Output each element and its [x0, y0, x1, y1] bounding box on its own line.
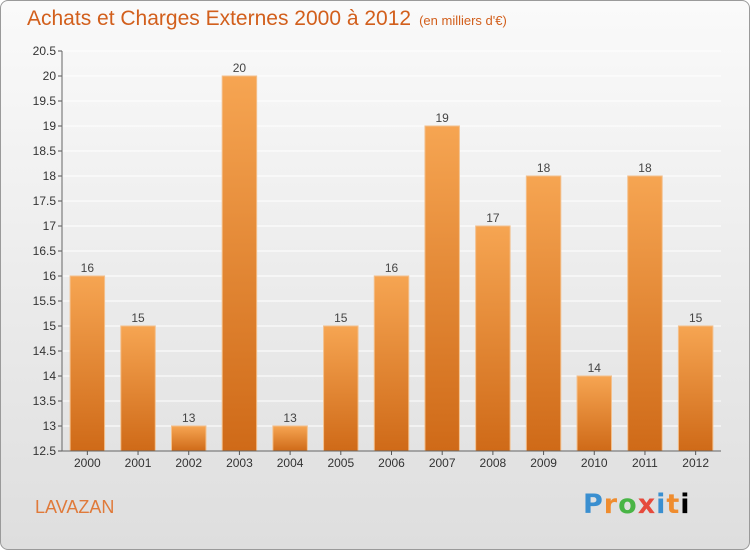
bar-value-label: 16 — [385, 261, 399, 275]
bar-value-label: 13 — [182, 411, 196, 425]
bar-value-label: 15 — [689, 311, 703, 325]
x-tick-label: 2011 — [632, 456, 658, 470]
y-tick-label: 13.5 — [33, 394, 57, 408]
logo-letter: i — [680, 489, 691, 520]
y-tick-label: 17 — [43, 219, 57, 233]
axes: 12.5 13 13.5 14 14.5 15 15.5 16 16.5 17 17.5 18 18.5… — [33, 44, 721, 470]
bar-2003[interactable] — [221, 75, 258, 452]
x-tick-label: 2007 — [429, 456, 456, 470]
y-tick-label: 16 — [43, 269, 57, 283]
bar-value-label: 17 — [486, 211, 500, 225]
y-tick-label: 16.5 — [33, 244, 57, 258]
chart-title: Achats et Charges Externes 2000 à 2012 (e… — [27, 7, 507, 31]
bar-value-label: 18 — [638, 161, 652, 175]
y-tick-label: 19.5 — [33, 94, 57, 108]
y-tick-label: 20.5 — [33, 44, 57, 58]
bar-2000[interactable] — [69, 275, 106, 452]
bar-value-label: 19 — [436, 111, 450, 125]
y-tick-label: 12.5 — [33, 444, 57, 458]
bar-value-label: 20 — [233, 61, 247, 75]
logo-letter: P — [583, 489, 604, 520]
y-tick-label: 20 — [43, 69, 57, 83]
x-tick-label: 2010 — [581, 456, 608, 470]
y-tick-label: 17.5 — [33, 194, 57, 208]
y-tick-label: 18 — [43, 169, 57, 183]
logo-letter: i — [656, 489, 667, 520]
bar-2009[interactable] — [525, 175, 562, 452]
y-tick-label: 19 — [43, 119, 57, 133]
y-tick-label: 13 — [43, 419, 57, 433]
y-tick-label: 15 — [43, 319, 57, 333]
bar-2011[interactable] — [627, 175, 663, 452]
logo-letter: r — [603, 489, 619, 520]
logo-letter: t — [666, 489, 681, 520]
x-tick-label: 2008 — [480, 456, 507, 470]
bar-2008[interactable] — [475, 225, 511, 452]
x-tick-label: 2006 — [378, 456, 405, 470]
x-tick-label: 2009 — [530, 456, 557, 470]
bar-2012[interactable] — [677, 325, 714, 452]
bar-2005[interactable] — [323, 325, 359, 452]
proxiti-logo[interactable]: Proxiti — [583, 489, 691, 520]
commune-name: LAVAZAN — [35, 497, 115, 517]
y-tick-label: 15.5 — [33, 294, 57, 308]
y-tick-label: 18.5 — [33, 144, 57, 158]
bar-2010[interactable] — [576, 375, 613, 452]
x-tick-label: 2004 — [277, 456, 304, 470]
bar-2007[interactable] — [424, 125, 460, 452]
x-tick-label: 2012 — [682, 456, 709, 470]
logo-letter: x — [637, 489, 657, 520]
bar-value-label: 18 — [537, 161, 551, 175]
chart-subtitle: (en milliers d'€) — [419, 13, 507, 28]
bar-value-label: 16 — [81, 261, 95, 275]
x-tick-label: 2003 — [226, 456, 253, 470]
bar-2006[interactable] — [373, 275, 410, 452]
y-tick-label: 14.5 — [33, 344, 57, 358]
bar-value-label: 15 — [131, 311, 145, 325]
bar-value-label: 14 — [588, 361, 602, 375]
bar-value-label: 13 — [283, 411, 297, 425]
x-tick-label: 2002 — [175, 456, 202, 470]
bar-2002[interactable] — [170, 425, 207, 452]
logo-letter: o — [618, 489, 638, 520]
bar-value-label: 15 — [334, 311, 348, 325]
x-tick-label: 2000 — [74, 456, 101, 470]
bars: 16 15 13 20 13 15 16 19 17 18 14 18 15 — [69, 61, 714, 452]
bar-2004[interactable] — [272, 425, 308, 452]
y-tick-label: 14 — [43, 369, 57, 383]
x-tick-label: 2005 — [327, 456, 354, 470]
chart-title-text: Achats et Charges Externes 2000 à 2012 — [27, 7, 412, 30]
x-tick-label: 2001 — [125, 456, 152, 470]
bar-2001[interactable] — [120, 325, 156, 452]
